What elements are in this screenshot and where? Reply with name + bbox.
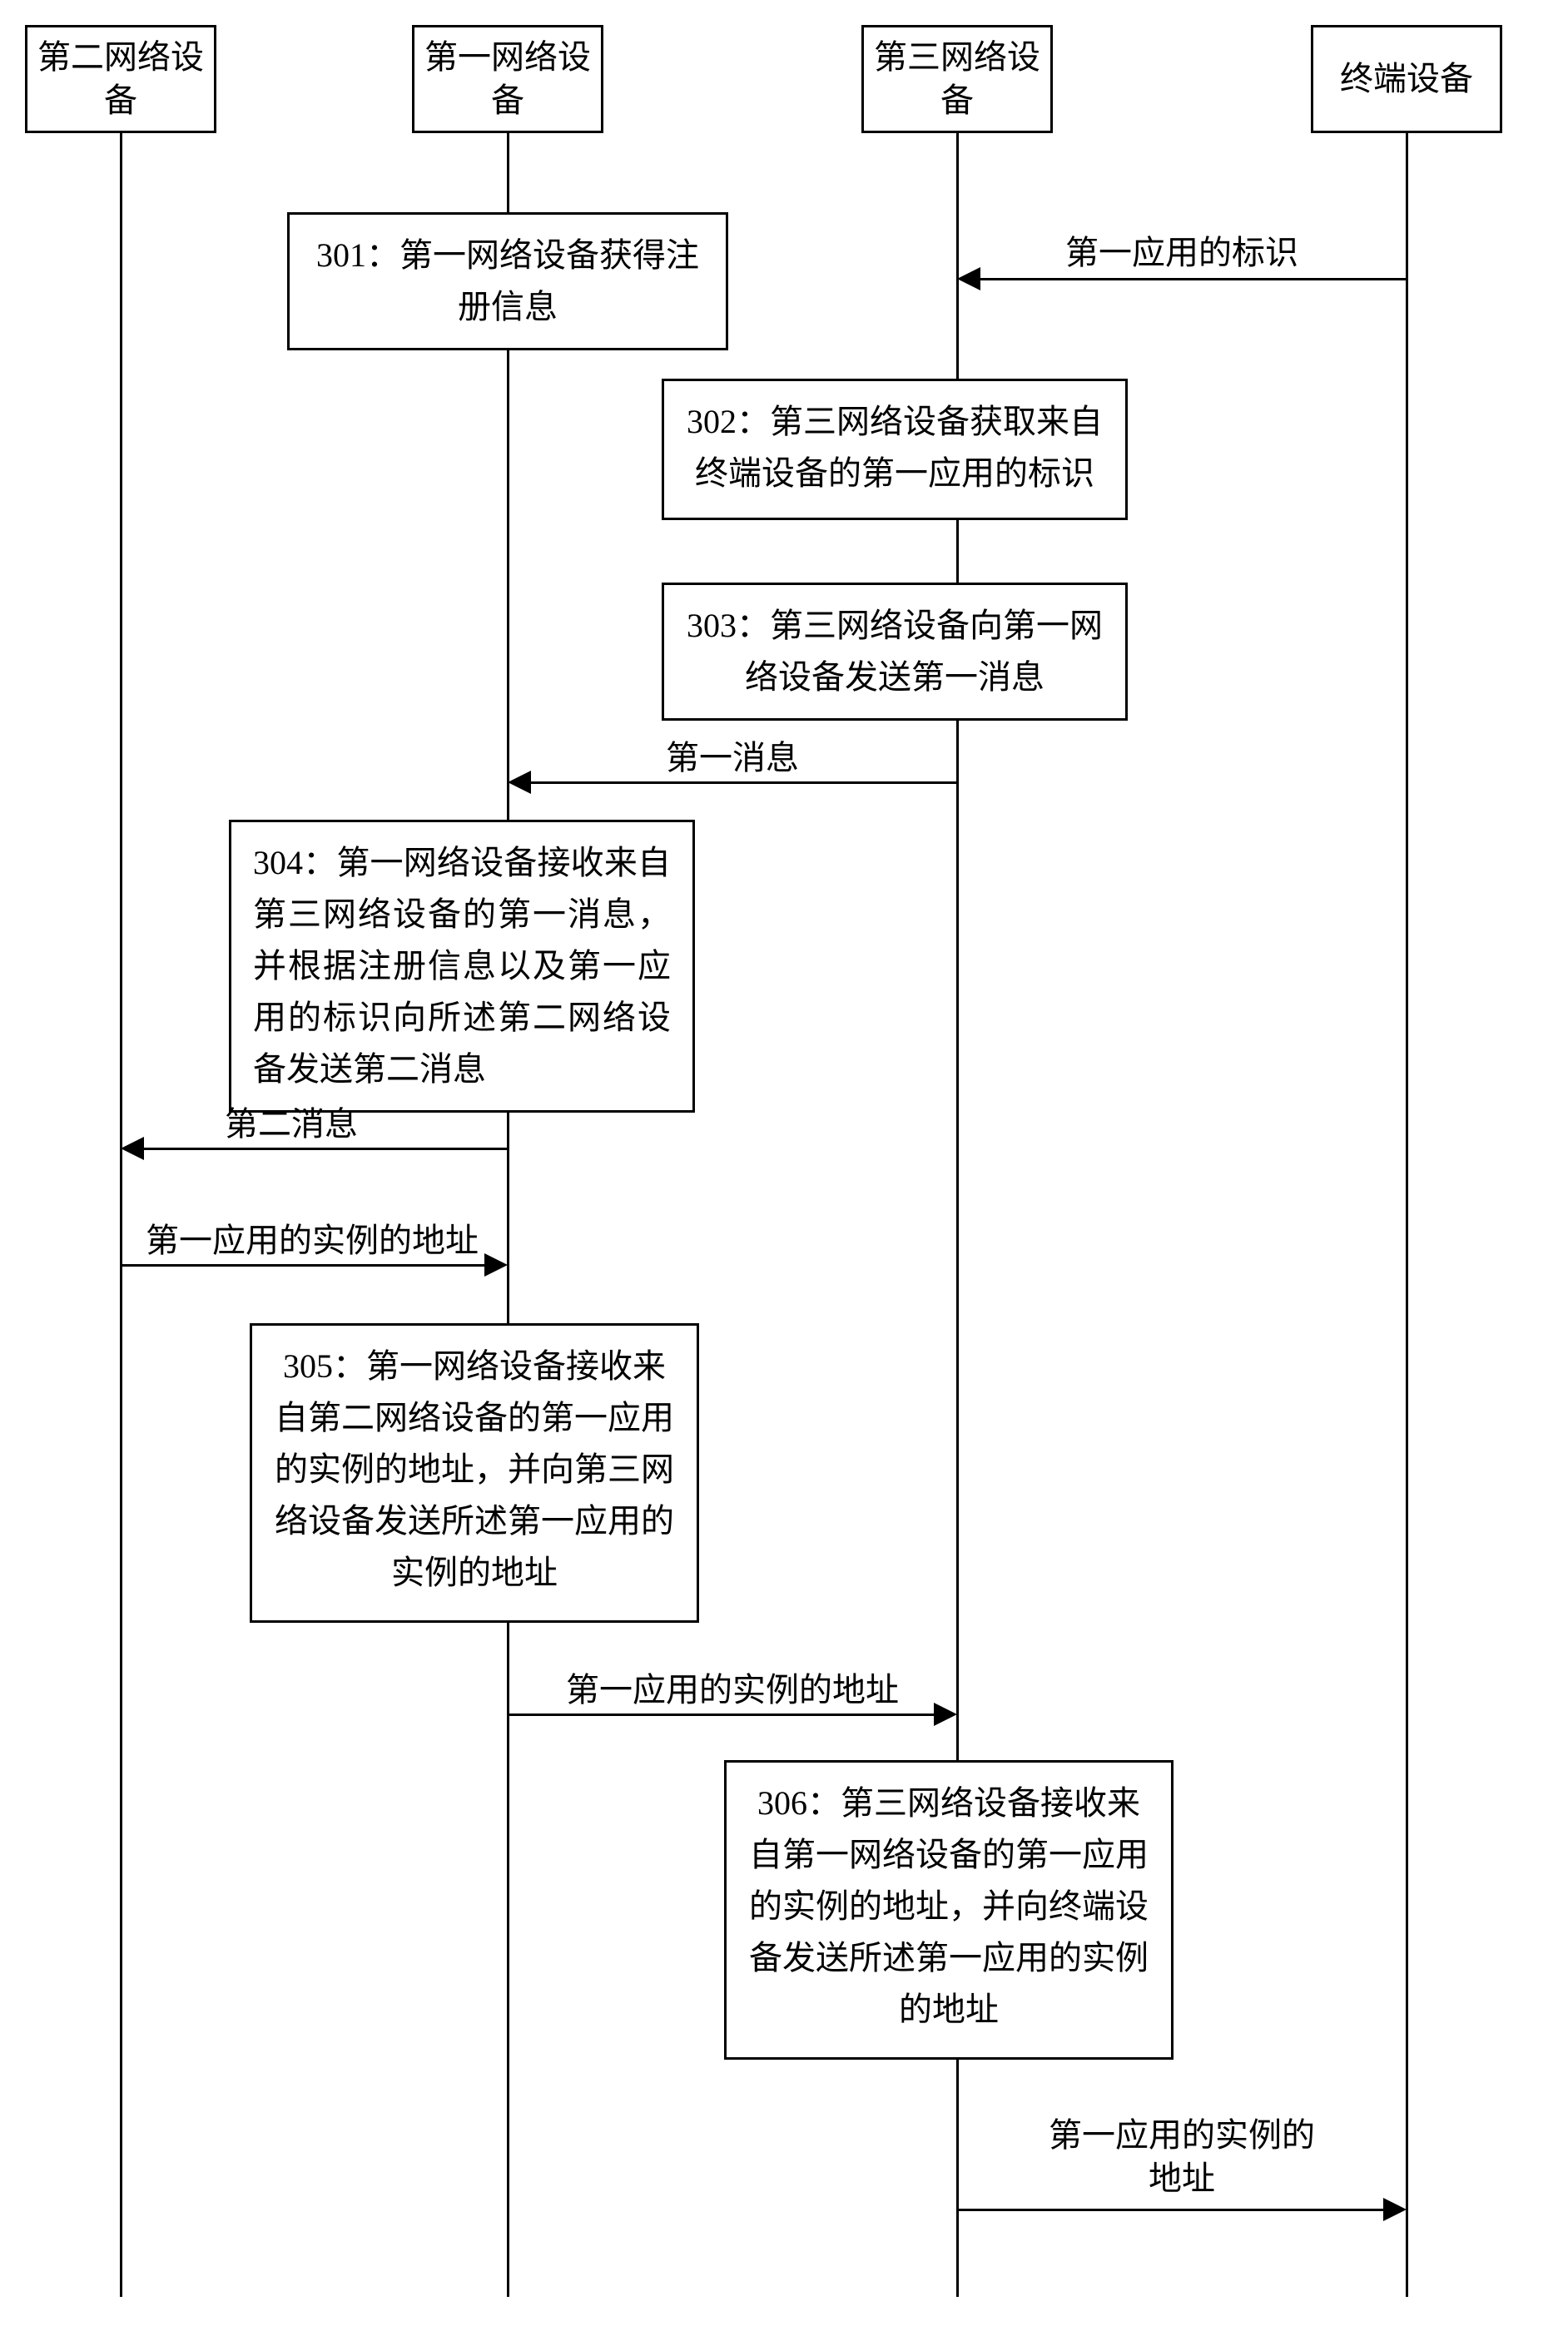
msg-label-m5: 第一应用的实例的地址 — [549, 1669, 915, 1712]
step-s303: 303：第三网络设备向第一网络设备发送第一消息 — [662, 583, 1128, 721]
participant-p2: 第二网络设备 — [25, 25, 216, 133]
msg-label-m3: 第二消息 — [208, 1103, 375, 1146]
msg-label-m6: 第一应用的实例的地址 — [1024, 2114, 1340, 2200]
step-s306: 306：第三网络设备接收来自第一网络设备的第一应用的实例的地址，并向终端设备发送… — [724, 1760, 1174, 2060]
arrow-head-m5 — [934, 1703, 957, 1726]
arrow-head-m1 — [957, 267, 980, 290]
step-s301: 301：第一网络设备获得注册信息 — [287, 212, 728, 350]
arrow-head-m6 — [1383, 2198, 1407, 2221]
arrow-line-m5 — [508, 1714, 935, 1716]
lifeline-p4 — [1406, 133, 1408, 2297]
arrow-line-m3 — [142, 1148, 508, 1150]
lifeline-p2 — [120, 133, 122, 2297]
msg-label-m4: 第一应用的实例的地址 — [129, 1219, 495, 1262]
msg-label-m2: 第一消息 — [649, 736, 816, 780]
step-s302: 302：第三网络设备获取来自终端设备的第一应用的标识 — [662, 379, 1128, 520]
step-s305: 305：第一网络设备接收来自第二网络设备的第一应用的实例的地址，并向第三网络设备… — [250, 1323, 699, 1623]
participant-p1: 第一网络设备 — [412, 25, 603, 133]
arrow-line-m6 — [957, 2209, 1385, 2211]
participant-p4: 终端设备 — [1311, 25, 1502, 133]
lifeline-p1 — [507, 133, 509, 2297]
arrow-line-m2 — [529, 781, 957, 784]
msg-label-m1: 第一应用的标识 — [1015, 231, 1348, 275]
step-s304: 304：第一网络设备接收来自第三网络设备的第一消息，并根据注册信息以及第一应用的… — [229, 820, 695, 1113]
arrow-head-m2 — [508, 771, 531, 794]
arrow-line-m4 — [121, 1264, 486, 1267]
arrow-head-m3 — [121, 1137, 144, 1160]
arrow-line-m1 — [979, 278, 1407, 280]
participant-p3: 第三网络设备 — [861, 25, 1053, 133]
